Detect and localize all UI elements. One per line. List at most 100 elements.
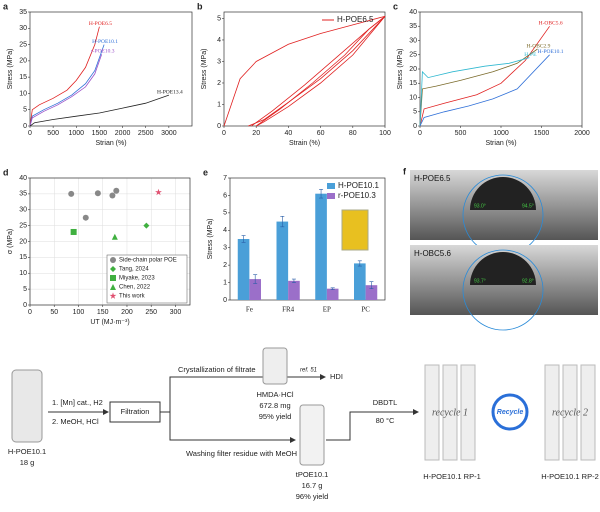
x-tick-label: 60 [317,130,325,137]
line-label: H-OBC5.6 [539,21,563,27]
start-name: H-POE10.1 [8,447,46,456]
legend-label: H-POE6.5 [337,15,374,24]
line-label: H-POE10.1 [538,49,564,55]
mass: 672.8 mg [259,401,290,410]
y-tick-label: 5 [223,210,227,217]
y-tick-label: 6 [223,192,227,199]
arrow [326,409,419,441]
y-tick-label: 5 [413,109,417,116]
line [419,54,550,127]
plot-frame [29,177,191,306]
y-tick-label: 20 [409,66,417,73]
x-tick-label: 1500 [534,130,550,137]
point [109,192,116,199]
line [29,54,103,127]
sample-label: H-OBC5.6 [414,249,451,258]
legend-label: Tang, 2024 [119,267,149,273]
y-tick-label: 35 [19,9,27,16]
x-axis-label: UT (MJ·m⁻³) [90,319,129,326]
y-tick-label: 30 [19,25,27,32]
x-tick-label: 1000 [68,130,84,137]
x-tick-label: FR4 [282,306,295,314]
arrow [169,412,296,443]
x-tick-label: 150 [97,309,109,316]
panel-label: a [3,1,9,11]
ref: ref. 51 [300,368,317,374]
line [29,44,105,127]
x-tick-label: 0 [28,309,32,316]
rp-label: H-POE10.1 RP-2 [541,472,599,481]
rp-label: H-POE10.1 RP-1 [423,472,481,481]
bar [237,239,250,300]
y-tick-label: 4 [223,227,227,234]
y-tick-label: 30 [409,37,417,44]
line-label: r-POE10.3 [91,49,115,55]
y-tick-label: 3 [217,58,221,65]
inset-photo [341,209,369,251]
y-axis-label: Stress (MPa) [201,49,208,90]
y-tick-label: 0 [23,302,27,309]
error-bar [369,281,374,289]
panel-label: f [403,166,407,176]
error-bar [357,260,362,267]
y-tick-label: 4 [217,37,221,44]
y-tick-label: 0 [223,297,227,304]
legend-swatch [110,257,116,263]
y-tick-label: 15 [19,74,27,81]
plot-frame [223,11,386,127]
y-tick-label: 0 [413,123,417,130]
y-axis-label: Stress (MPa) [397,49,404,90]
line-label: H-PE [524,52,537,58]
error-bar [253,274,258,284]
line [419,57,530,127]
x-axis-label: Strian (%) [485,140,516,147]
fit-circle [462,249,544,331]
droplet [469,251,536,285]
y-tick-label: 25 [19,41,27,48]
legend-swatch [110,266,116,272]
catalyst: DBDTL [373,398,398,407]
y-tick-label: 35 [409,23,417,30]
error-bar [280,216,285,228]
x-tick-label: 2000 [115,130,131,137]
x-tick-label: 80 [349,130,357,137]
step: 1. [Mn] cat., H2 [52,398,103,407]
line [248,16,386,127]
x-tick-label: 1000 [493,130,509,137]
legend-label: r-POE10.3 [338,191,376,200]
y-tick-label: 25 [409,52,417,59]
start-mass: 18 g [20,458,35,467]
recycle-center: Recycle [497,409,524,416]
plot-frame [419,11,583,127]
y-tick-label: 20 [19,58,27,65]
point [68,190,75,197]
panel-label: e [203,167,208,177]
legend-swatch [327,193,335,199]
error-bar [241,235,246,243]
point [94,190,101,197]
temperature: 80 °C [376,416,395,425]
dog-bones [424,364,596,461]
step: 2. MeOH, HCl [52,417,99,426]
y-tick-label: 0 [217,123,221,130]
point [113,187,120,194]
x-tick-label: EP [323,306,331,314]
y-tick-label: 40 [19,175,27,182]
bar [249,279,261,300]
point [155,188,162,196]
legend-label: Chen, 2022 [119,285,151,291]
x-tick-label: 500 [47,130,59,137]
legend-label: Miyake, 2023 [119,276,155,282]
y-tick-label: 10 [409,94,417,101]
y-tick-label: 40 [409,9,417,16]
mass: 16.7 g [302,481,323,490]
y-tick-label: 30 [19,207,27,214]
bar [315,193,327,300]
y-tick-label: 2 [217,80,221,87]
error-bar [330,287,335,290]
yield: 95% yield [259,412,292,421]
legend-label: Side-chain polar POE [119,258,177,264]
yield: 96% yield [296,492,329,501]
sample-label: H-POE6.5 [414,174,451,183]
